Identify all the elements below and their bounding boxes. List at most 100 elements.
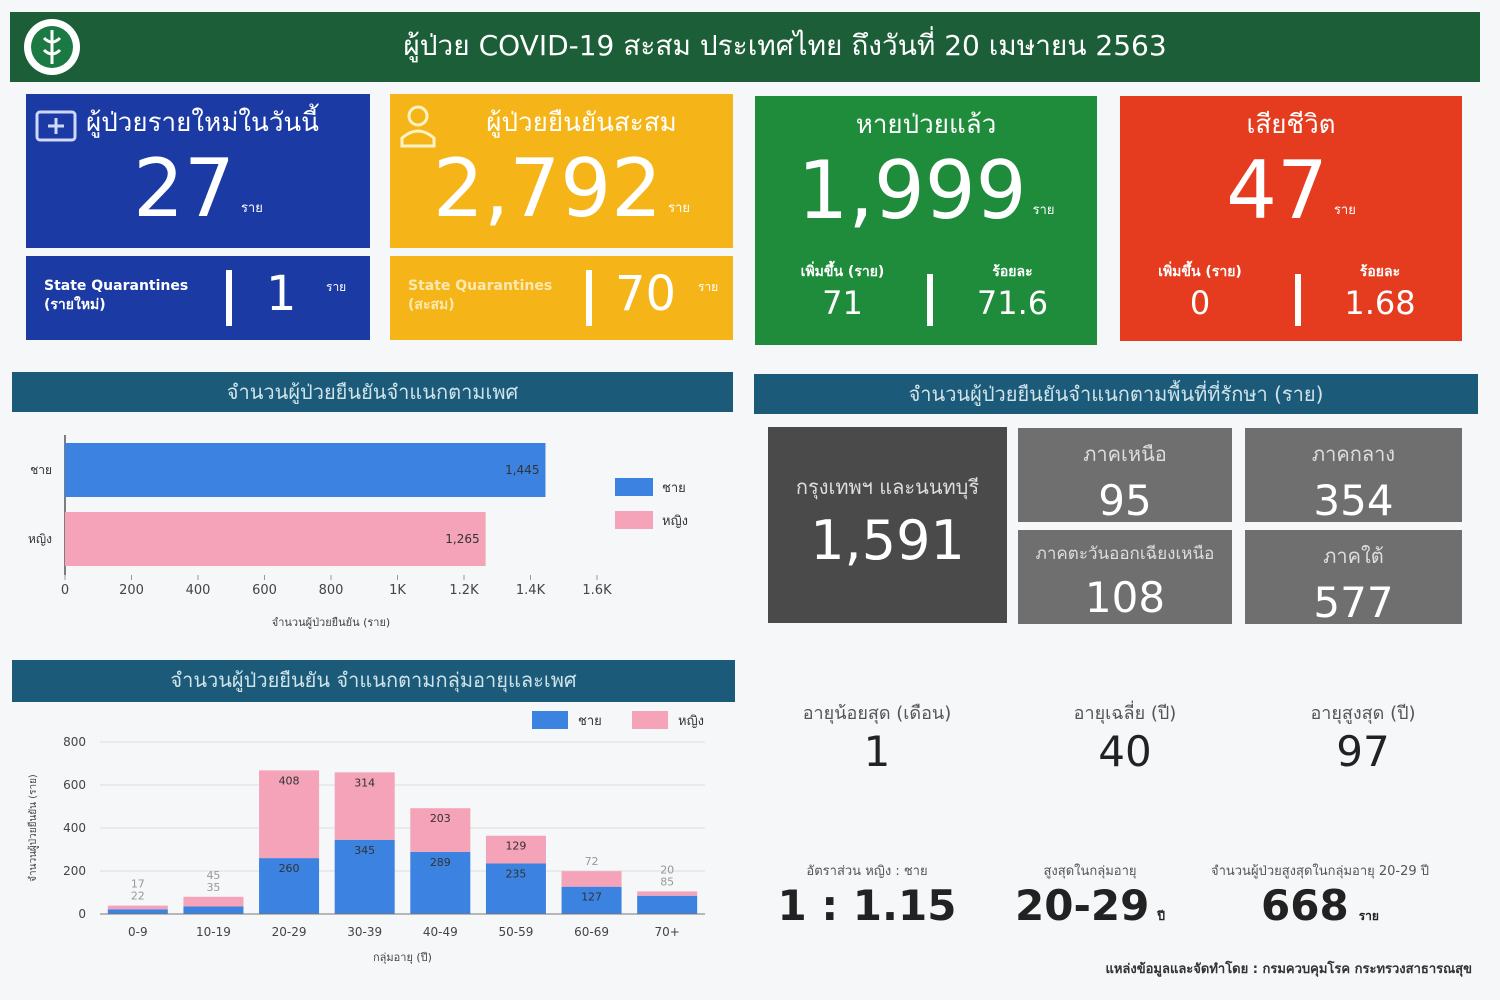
- value-label: 203: [430, 812, 451, 825]
- y-tick-label: หญิง: [28, 532, 52, 546]
- card-total-sub: State Quarantines (สะสม) 70 ราย: [390, 256, 733, 340]
- y-tick-label: 200: [63, 864, 86, 878]
- value-label: 289: [430, 856, 451, 869]
- sub-unit: ราย: [326, 280, 347, 294]
- stat-label: อัตราส่วน หญิง : ชาย: [806, 864, 928, 879]
- x-tick-label: 50-59: [499, 925, 534, 939]
- unit: ราย: [668, 201, 690, 216]
- x-tick-label: 0-9: [128, 925, 148, 939]
- region-tile: กรุงเทพฯ และนนทบุรี 1,591: [768, 427, 1007, 623]
- y-axis-title: จำนวนผู้ป่วยยืนยัน (ราย): [27, 774, 39, 882]
- age-stat: อายุสูงสุด (ปี) 97: [1213, 698, 1500, 776]
- age-stat: อายุน้อยสุด (เดือน) 1: [727, 698, 1027, 776]
- item-value: 71.6: [976, 284, 1049, 322]
- stat-label: จำนวนผู้ป่วยสูงสุดในกลุ่มอายุ 20-29 ปี: [1210, 864, 1430, 879]
- stat-label: อายุน้อยสุด (เดือน): [802, 703, 952, 724]
- bar-segment: [637, 895, 698, 914]
- bar-segment: [561, 871, 622, 887]
- card-value: 47 ราย: [1120, 146, 1462, 236]
- section-title: จำนวนผู้ป่วยยืนยัน จำแนกตามกลุ่มอายุและเ…: [12, 660, 735, 702]
- bar-segment: [259, 858, 320, 914]
- card-title: เสียชีวิต: [1246, 110, 1336, 140]
- x-tick-label: 400: [186, 583, 211, 598]
- sub-label: State Quarantines (รายใหม่): [44, 278, 189, 313]
- y-tick-label: 800: [63, 735, 86, 749]
- card-deaths: เสียชีวิต 47 ราย เพิ่มขึ้น (ราย) 0 ร้อยละ…: [1120, 96, 1462, 341]
- stat-value: 40: [1098, 727, 1152, 776]
- bar-segment: [637, 891, 698, 896]
- sub-value: 70: [615, 266, 677, 322]
- age-chart: 0 200 400 600 800 จำนวนผู้ป่วยยืนยัน (ราย) กลุ…: [27, 711, 705, 964]
- sub-unit: ราย: [698, 280, 719, 294]
- value-label: 35: [206, 881, 220, 894]
- value-label: 1,265: [445, 532, 479, 546]
- bar-segment: [485, 863, 546, 914]
- stat-label: อายุสูงสุด (ปี): [1310, 703, 1416, 724]
- card-title: ผู้ป่วยรายใหม่ในวันนี้: [86, 108, 319, 138]
- bar-segment: [107, 905, 168, 910]
- value-label: 314: [354, 776, 375, 789]
- age-stat: อายุเฉลี่ย (ปี) 40: [975, 698, 1275, 776]
- region-name: ภาคใต้: [1323, 544, 1384, 568]
- value-label: 22: [131, 890, 145, 903]
- x-axis-title: กลุ่มอายุ (ปี): [373, 951, 432, 964]
- card-value: 2,792 ราย: [390, 144, 733, 234]
- value: 27: [133, 142, 235, 235]
- x-tick-label: 600: [252, 583, 277, 598]
- sub-value: 1: [266, 266, 297, 322]
- item-value: 71: [822, 284, 863, 322]
- x-tick-label: 60-69: [574, 925, 609, 939]
- sub-label: State Quarantines (สะสม): [408, 278, 553, 313]
- item-value: 1.68: [1344, 284, 1416, 322]
- card-recovered: หายป่วยแล้ว 1,999 ราย เพิ่มขึ้น (ราย) 71 …: [755, 96, 1097, 345]
- item-label: เพิ่มขึ้น (ราย): [800, 264, 885, 280]
- region-name: ภาคตะวันออกเฉียงเหนือ: [1035, 544, 1215, 564]
- region-tile: ภาคตะวันออกเฉียงเหนือ 108: [1018, 530, 1232, 624]
- x-tick-label: 1.6K: [582, 583, 612, 598]
- value: 2,792: [433, 142, 663, 235]
- stat-unit: ราย: [1358, 909, 1379, 923]
- value-label: 235: [505, 867, 526, 880]
- region-tile: ภาคใต้ 577: [1245, 530, 1462, 627]
- card-value: 1,999 ราย: [755, 146, 1097, 236]
- value-label: 1,445: [505, 463, 539, 477]
- card-new: ผู้ป่วยรายใหม่ในวันนี้ 27 ราย: [26, 94, 370, 248]
- legend-swatch: [532, 711, 568, 729]
- x-tick-label: 200: [119, 583, 144, 598]
- stat-label: อายุเฉลี่ย (ปี): [1073, 703, 1177, 724]
- stat-value: 668: [1261, 881, 1349, 930]
- item-label: เพิ่มขึ้น (ราย): [1158, 264, 1242, 280]
- bar-segment: [183, 896, 244, 907]
- stat-label: สูงสุดในกลุ่มอายุ: [1043, 864, 1137, 879]
- legend-swatch: [615, 511, 653, 529]
- card-total: ผู้ป่วยยืนยันสะสม 2,792 ราย: [390, 94, 733, 248]
- item-label: ร้อยละ: [992, 264, 1033, 280]
- x-tick-label: 0: [61, 583, 69, 598]
- section-title: จำนวนผู้ป่วยยืนยันจำแนกตามเพศ: [12, 372, 733, 412]
- unit: ราย: [1333, 203, 1356, 218]
- item-value: 0: [1189, 284, 1211, 322]
- x-axis-title: จำนวนผู้ป่วยยืนยัน (ราย): [272, 616, 390, 629]
- item-label: ร้อยละ: [1359, 264, 1401, 280]
- region-name: กรุงเทพฯ และนนทบุรี: [795, 475, 980, 499]
- x-tick-label: 40-49: [423, 925, 458, 939]
- y-tick-label: 0: [78, 907, 86, 921]
- header-title: ผู้ป่วย COVID-19 สะสม ประเทศไทย ถึงวันที…: [403, 29, 1167, 62]
- stat-unit: ปี: [1157, 909, 1165, 923]
- stat-value: 1: [863, 727, 891, 776]
- divider: [927, 274, 933, 326]
- x-tick-label: 800: [319, 583, 344, 598]
- region-value: 108: [1084, 573, 1166, 622]
- y-tick-label: 600: [63, 778, 86, 792]
- footer: แหล่งข้อมูลและจัดทำโดย : กรมควบคุมโรค กร…: [1105, 962, 1472, 977]
- value-label: 345: [354, 844, 375, 857]
- bar: [65, 443, 546, 497]
- region-value: 577: [1313, 578, 1394, 627]
- region-tile: ภาคกลาง 354: [1245, 428, 1462, 525]
- bar-segment: [410, 851, 471, 914]
- bar-segment: [410, 808, 471, 852]
- stat-value: 1 : 1.15: [777, 881, 957, 930]
- region-value: 1,591: [810, 509, 965, 572]
- x-tick-label: 1K: [389, 583, 406, 598]
